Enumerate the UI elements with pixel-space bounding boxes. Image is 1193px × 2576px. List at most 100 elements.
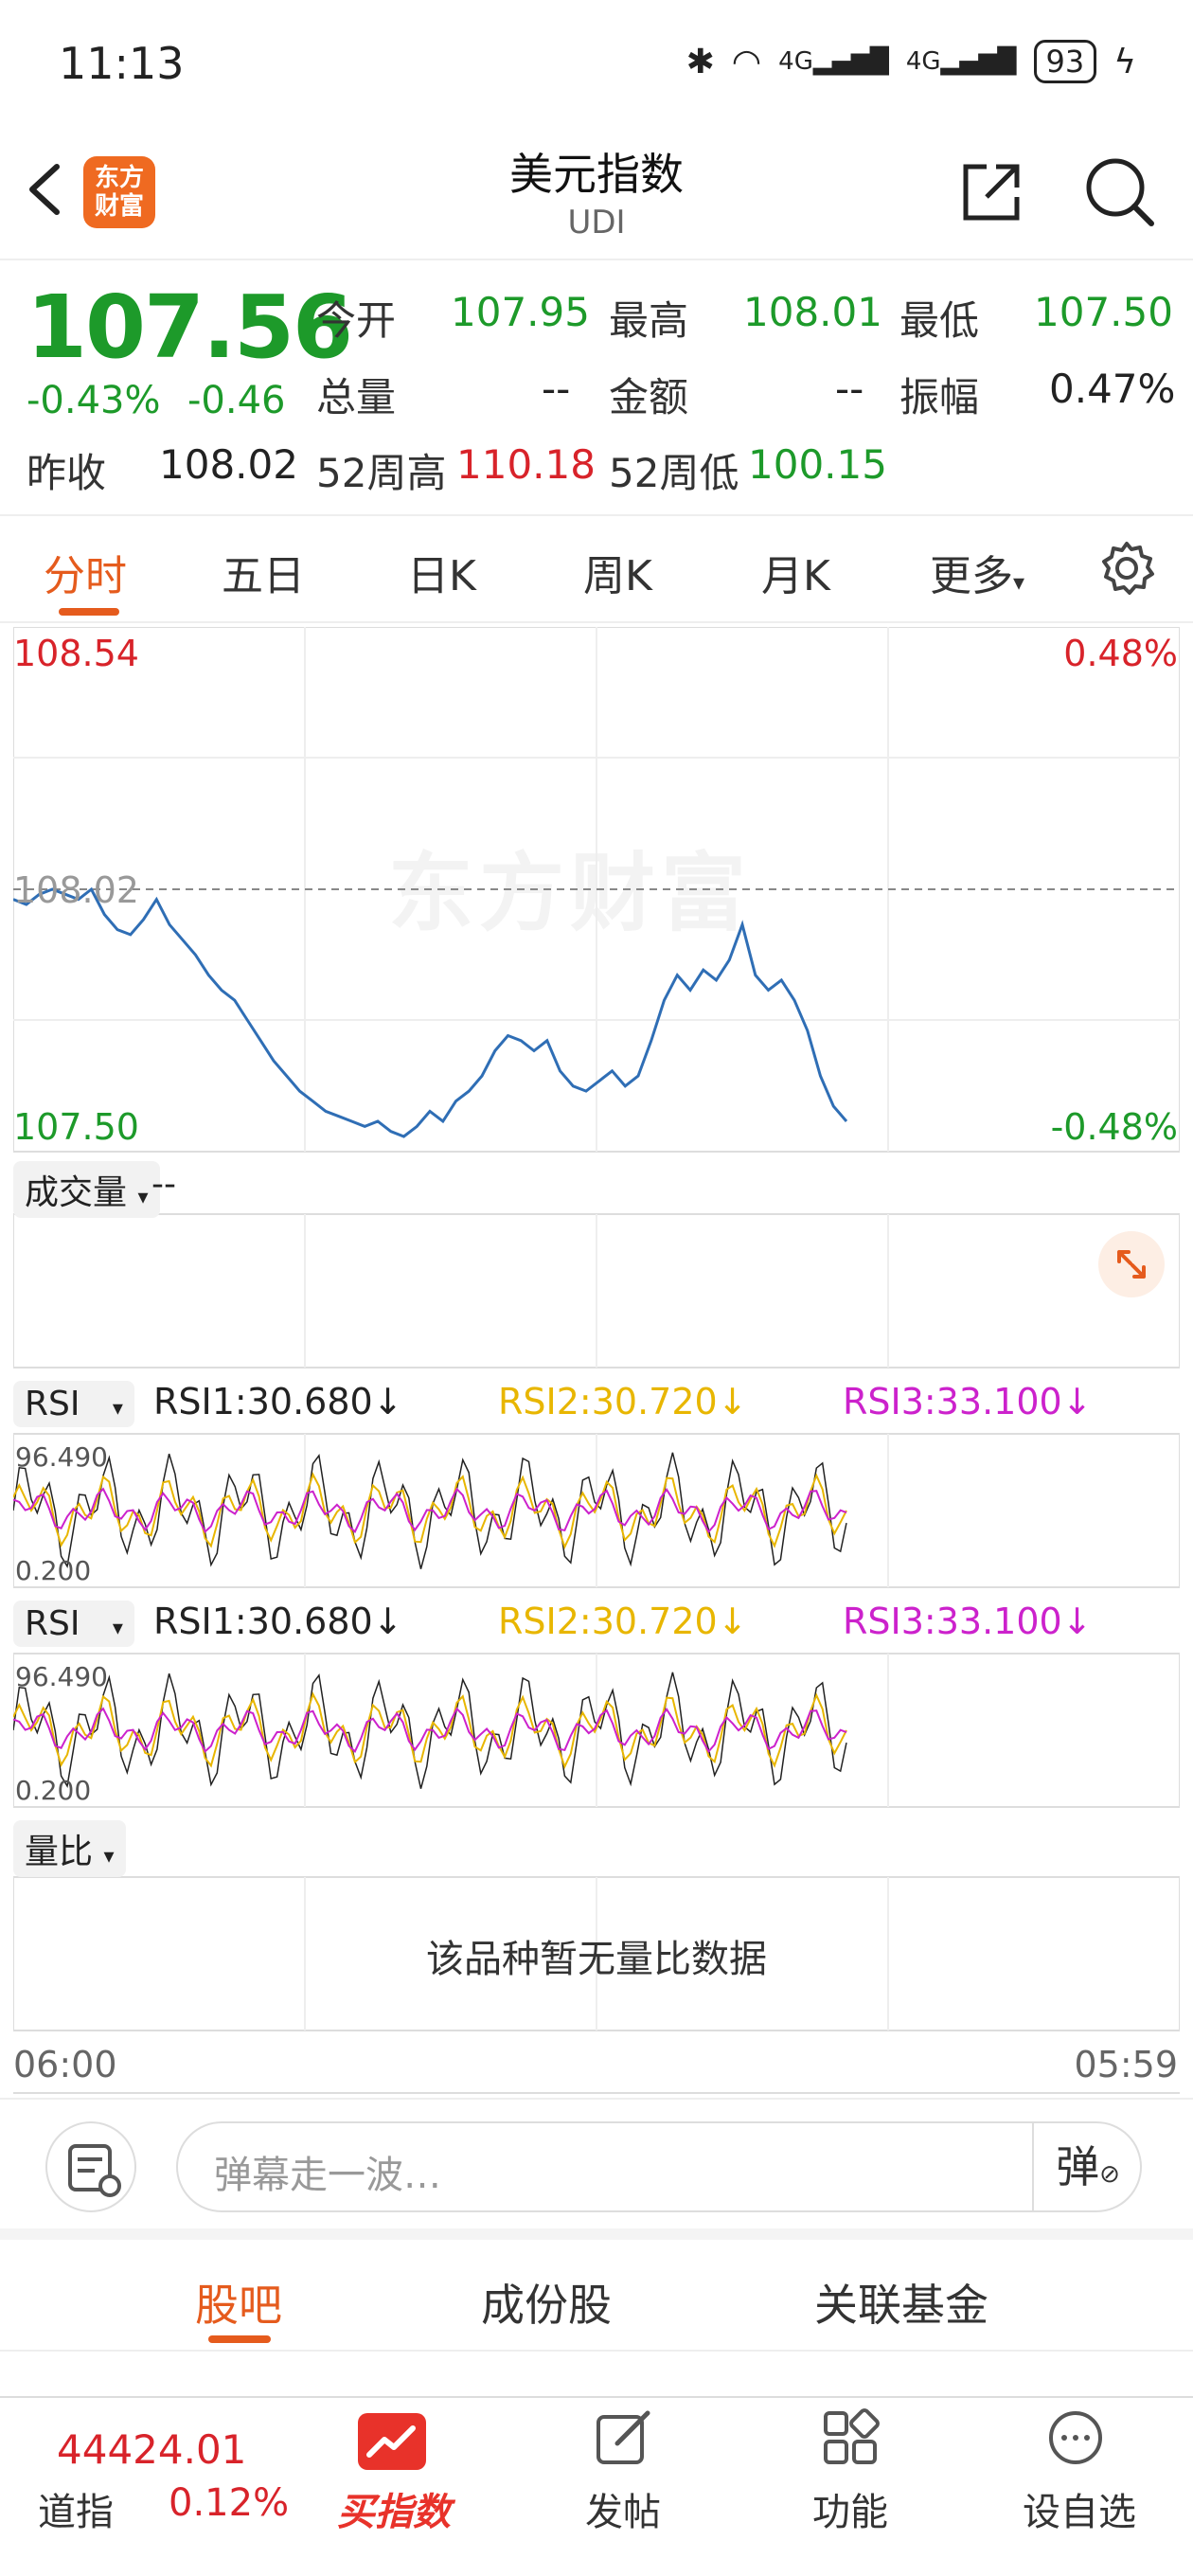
post-icon[interactable] — [589, 2404, 657, 2472]
tab-intraday[interactable]: 分时 — [44, 552, 127, 600]
buy-index-label[interactable]: 买指数 — [337, 2491, 451, 2534]
header — [0, 133, 1193, 260]
tab-five-day[interactable]: 五日 — [222, 552, 305, 600]
rsi3-value-2: RSI3:33.100↓ — [843, 1601, 1093, 1642]
buy-index-button[interactable] — [358, 2413, 426, 2470]
app-logo: 东方 财富 — [83, 156, 155, 228]
watchlist-icon[interactable] — [1042, 2404, 1110, 2472]
chart-svg[interactable] — [13, 627, 1180, 2095]
rsi1-value-1: RSI1:30.680↓ — [153, 1381, 403, 1422]
danmu-input[interactable]: 弹幕走一波… — [176, 2121, 1142, 2212]
tab-monthly-k[interactable]: 月K — [761, 552, 830, 600]
chart-top-pct: 0.48% — [1063, 633, 1178, 674]
volume-dropdown[interactable]: 成交量 ▾ — [13, 1161, 160, 1218]
rsi1-value-2: RSI1:30.680↓ — [153, 1601, 403, 1642]
tab-daily-k[interactable]: 日K — [407, 552, 476, 600]
time-start: 06:00 — [13, 2044, 117, 2085]
functions-icon[interactable] — [816, 2404, 884, 2472]
subtab-constituents[interactable]: 成份股 — [481, 2280, 612, 2331]
page-title: 美元指数 — [509, 149, 684, 200]
high-value: 108.01 — [743, 289, 882, 335]
subtab-forum[interactable]: 股吧 — [195, 2280, 282, 2331]
change-value: -0.46 — [187, 379, 286, 422]
page-subtitle: UDI — [567, 204, 626, 242]
quote-panel — [0, 265, 1193, 516]
wifi-icon: ◠ — [731, 42, 762, 81]
search-icon[interactable] — [1081, 153, 1157, 229]
ratio-dropdown[interactable]: 量比 ▾ — [13, 1820, 126, 1877]
prev-close-label: 昨收 — [27, 450, 107, 496]
tab-underline — [59, 608, 119, 616]
comment-settings-button[interactable] — [45, 2121, 136, 2212]
rsi-panel-2-line-1 — [13, 1672, 847, 1789]
watermark: 东方财富 — [388, 844, 752, 943]
danmu-toggle-button[interactable]: 弹⊘ — [1032, 2121, 1142, 2212]
chart-top-price: 108.54 — [13, 633, 139, 674]
rsi-panel-2-line-3 — [13, 1707, 847, 1754]
expand-icon — [1117, 1250, 1146, 1279]
back-icon[interactable] — [23, 161, 64, 218]
rsi2-value-1: RSI2:30.720↓ — [498, 1381, 748, 1422]
tab-more[interactable]: 更多▾ — [930, 552, 1025, 600]
chart-bottom-price: 107.50 — [13, 1106, 139, 1148]
w52-low-label: 52周低 — [609, 450, 739, 496]
change-pct: -0.43% — [27, 379, 161, 422]
ticker-value[interactable]: 44424.01 — [57, 2426, 247, 2473]
rsi-dropdown-1[interactable]: RSI ▾ — [13, 1381, 134, 1427]
open-value: 107.95 — [451, 289, 590, 335]
high-label: 最高 — [609, 297, 689, 344]
rsi-dropdown-2[interactable]: RSI ▾ — [13, 1601, 134, 1647]
chart-bottom-pct: -0.48% — [1050, 1106, 1178, 1148]
battery-icon: 93 — [1033, 40, 1097, 83]
amount-label: 金额 — [609, 374, 689, 420]
open-label: 今开 — [316, 297, 397, 344]
settings-gear-icon[interactable] — [1098, 540, 1155, 597]
ticker-name[interactable]: 道指 — [38, 2491, 114, 2534]
amplitude-label: 振幅 — [899, 374, 980, 420]
charging-icon: ϟ — [1113, 42, 1136, 81]
low-label: 最低 — [899, 297, 980, 344]
watchlist-label[interactable]: 设自选 — [1023, 2491, 1136, 2534]
rsi-bottom-1: 0.200 — [15, 1555, 92, 1586]
comment-bar — [0, 2098, 1193, 2240]
sub-tabs — [0, 2249, 1193, 2352]
low-value: 107.50 — [1034, 289, 1173, 335]
post-label[interactable]: 发帖 — [585, 2491, 661, 2534]
w52-high-value: 110.18 — [456, 441, 596, 488]
time-end: 05:59 — [1074, 2044, 1178, 2085]
w52-high-label: 52周高 — [316, 450, 447, 496]
subtab-related-funds[interactable]: 关联基金 — [814, 2280, 988, 2331]
status-time: 11:13 — [59, 38, 185, 89]
prev-close-value: 108.02 — [159, 441, 298, 488]
comment-settings-icon — [68, 2144, 121, 2197]
rsi3-value-1: RSI3:33.100↓ — [843, 1381, 1093, 1422]
price-line — [13, 886, 848, 1138]
volume-value: -- — [542, 366, 571, 412]
amount-value: -- — [835, 366, 864, 412]
bluetooth-icon: ✱ — [686, 42, 715, 81]
amplitude-value: 0.47% — [1049, 366, 1176, 412]
rsi-top-2: 96.490 — [15, 1661, 108, 1692]
status-icons: ✱ ◠ 4G▂▄▆█ 4G▂▄▆█ 93 ϟ — [686, 40, 1136, 83]
volume-indicator-value: -- — [151, 1165, 176, 1204]
signal-icon-1: 4G▂▄▆█ — [778, 47, 889, 76]
chart-tabs — [0, 519, 1193, 623]
signal-icon-2: 4G▂▄▆█ — [905, 47, 1017, 76]
functions-label[interactable]: 功能 — [812, 2491, 888, 2534]
volume-label: 总量 — [316, 374, 397, 420]
rsi-panel-1-line-3 — [13, 1487, 847, 1534]
tab-weekly-k[interactable]: 周K — [583, 552, 652, 600]
ratio-empty-message: 该品种暂无量比数据 — [426, 1938, 767, 1981]
rsi-bottom-2: 0.200 — [15, 1775, 92, 1806]
rsi-top-1: 96.490 — [15, 1441, 108, 1473]
expand-button[interactable] — [1098, 1231, 1165, 1297]
trend-up-icon — [366, 2425, 416, 2458]
current-price: 107.56 — [27, 277, 353, 378]
status-bar: 11:13 ✱ ◠ 4G▂▄▆█ 4G▂▄▆█ 93 ϟ — [0, 0, 1193, 133]
rsi2-value-2: RSI2:30.720↓ — [498, 1601, 748, 1642]
w52-low-value: 100.15 — [748, 441, 887, 488]
subtab-underline — [208, 2335, 271, 2343]
share-icon[interactable] — [958, 159, 1024, 225]
ticker-pct[interactable]: 0.12% — [169, 2481, 290, 2525]
chart-reference-price: 108.02 — [13, 869, 139, 911]
